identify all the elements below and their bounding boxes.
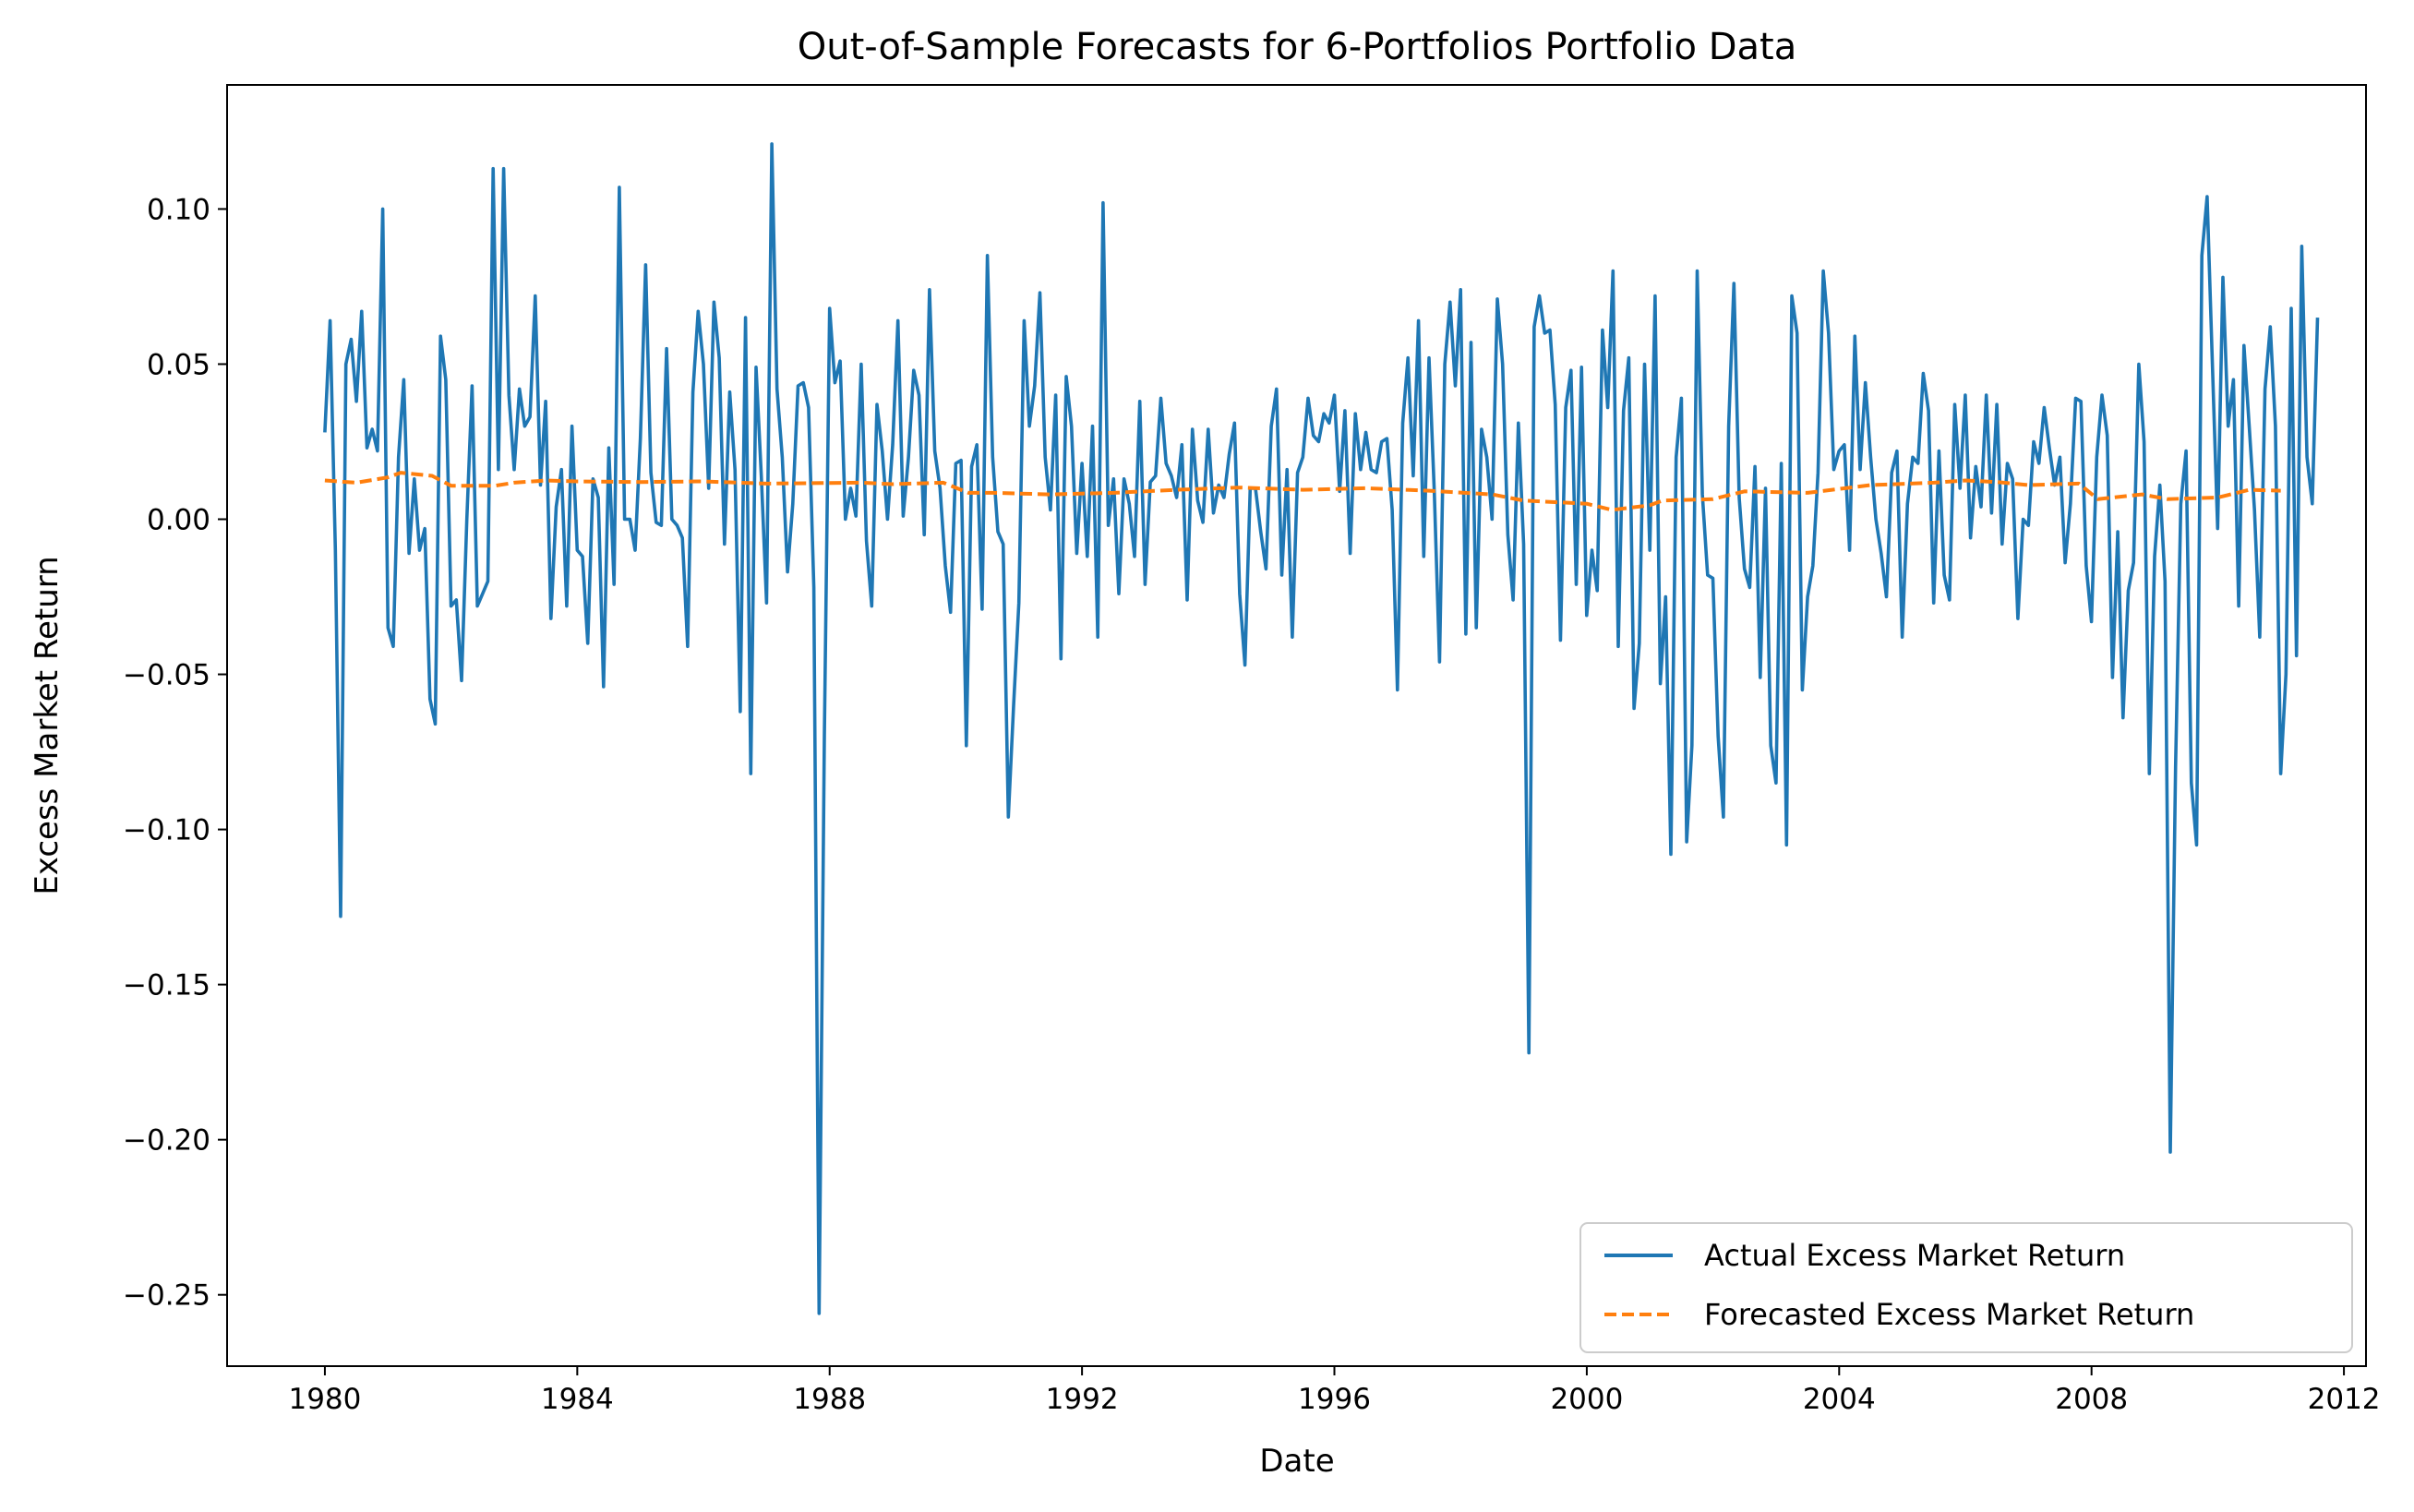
x-axis-label: Date	[1259, 1443, 1334, 1480]
x-tick-label: 1992	[1046, 1383, 1119, 1416]
legend-label-actual: Actual Excess Market Return	[1704, 1238, 2125, 1273]
y-tick-label: −0.05	[123, 659, 210, 692]
plot-lines	[323, 142, 2320, 1315]
series-line-actual	[323, 142, 2320, 1315]
y-tick-label: −0.20	[123, 1124, 210, 1158]
y-tick-label: 0.10	[147, 193, 210, 226]
x-tick-label: 1988	[793, 1383, 866, 1416]
x-tick-label: 1996	[1298, 1383, 1371, 1416]
y-axis-ticks: −0.25 −0.20 −0.15 −0.10 −0.05 0.00 0.05 0.10	[123, 193, 227, 1313]
x-tick-label: 1984	[541, 1383, 614, 1416]
y-tick-label: −0.10	[123, 814, 210, 847]
x-tick-label: 2000	[1550, 1383, 1623, 1416]
plot-area-frame	[226, 84, 2367, 1367]
y-tick-label: −0.15	[123, 969, 210, 1002]
y-tick-label: 0.00	[147, 504, 210, 537]
x-tick-label: 2012	[2308, 1383, 2381, 1416]
y-tick-label: 0.05	[147, 348, 210, 381]
x-tick-label: 1980	[288, 1383, 361, 1416]
y-tick-label: −0.25	[123, 1279, 210, 1313]
x-axis-ticks: 1980 1984 1988 1992 1996 2000 2004 2008 2012	[288, 1366, 2381, 1416]
series-line-forecast	[324, 471, 2281, 512]
x-tick-label: 2008	[2055, 1383, 2128, 1416]
x-tick-label: 2004	[1803, 1383, 1876, 1416]
chart-title: Out-of-Sample Forecasts for 6-Portfolios…	[798, 26, 1796, 68]
legend: Actual Excess Market Return Forecasted E…	[1579, 1222, 2353, 1353]
legend-box	[1579, 1222, 2353, 1353]
legend-label-forecast: Forecasted Excess Market Return	[1704, 1297, 2194, 1332]
y-axis-label: Excess Market Return	[29, 556, 66, 894]
